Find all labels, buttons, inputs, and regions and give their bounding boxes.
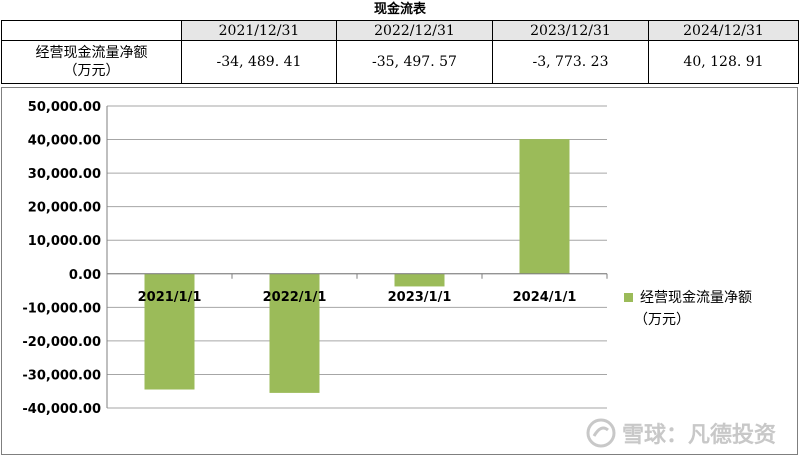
snowball-logo-icon — [586, 418, 616, 448]
y-tick-label: 10,000.00 — [28, 234, 101, 249]
y-tick-label: 20,000.00 — [28, 201, 101, 216]
cashflow-table: 2021/12/31 2022/12/31 2023/12/31 2024/12… — [1, 20, 799, 84]
y-tick-label: -40,000.00 — [22, 402, 101, 417]
y-tick-label: -10,000.00 — [22, 301, 101, 316]
y-tick-label: 30,000.00 — [28, 167, 101, 182]
x-tick-label: 2024/1/1 — [513, 290, 577, 305]
y-tick-label: -20,000.00 — [22, 335, 101, 350]
watermark: 雪球：凡德投资 — [586, 416, 776, 450]
y-tick-label: 40,000.00 — [28, 134, 101, 149]
row-label: 经营现金流量净额 （万元） — [1, 40, 182, 84]
y-tick-label: 0.00 — [69, 268, 101, 283]
header-cell-2022: 2022/12/31 — [336, 20, 493, 41]
bar-2024/1/1 — [519, 139, 570, 274]
table-row: 经营现金流量净额 （万元） -34, 489. 41 -35, 497. 57 … — [1, 40, 799, 84]
legend-swatch — [624, 293, 633, 302]
y-tick-label: -30,000.00 — [22, 368, 101, 383]
x-tick-label: 2022/1/1 — [263, 290, 327, 305]
watermark-text: 雪球：凡德投资 — [622, 423, 777, 448]
y-tick-label: 50,000.00 — [28, 100, 101, 115]
header-cell-2023: 2023/12/31 — [492, 20, 649, 41]
header-cell-2021: 2021/12/31 — [181, 20, 337, 41]
bar-2021/1/1 — [144, 273, 195, 390]
row-label-line1: 经营现金流量净额 — [35, 45, 148, 61]
table-header-row: 2021/12/31 2022/12/31 2023/12/31 2024/12… — [1, 20, 799, 41]
bar-chart: -40,000.00 -30,000.00 -20,000.00 -10,000.00… — [22, 100, 752, 417]
table-title: 现金流表 — [373, 2, 426, 17]
legend-label-unit: （万元） — [634, 312, 690, 328]
legend-label: 经营现金流量净额 — [640, 290, 752, 306]
bar-2022/1/1 — [269, 273, 320, 393]
value-cell-2024: 40, 128. 91 — [648, 40, 799, 84]
header-cell-empty — [1, 20, 182, 41]
value-cell-2021: -34, 489. 41 — [181, 40, 337, 84]
x-tick-label: 2023/1/1 — [388, 290, 452, 305]
row-label-line2: （万元） — [63, 63, 120, 79]
bar-2023/1/1 — [394, 273, 445, 287]
value-cell-2023: -3, 773. 23 — [492, 40, 649, 84]
value-cell-2022: -35, 497. 57 — [336, 40, 493, 84]
header-cell-2024: 2024/12/31 — [648, 20, 799, 41]
x-tick-label: 2021/1/1 — [138, 290, 202, 305]
chart-area: -40,000.00 -30,000.00 -20,000.00 -10,000.00… — [1, 87, 798, 455]
